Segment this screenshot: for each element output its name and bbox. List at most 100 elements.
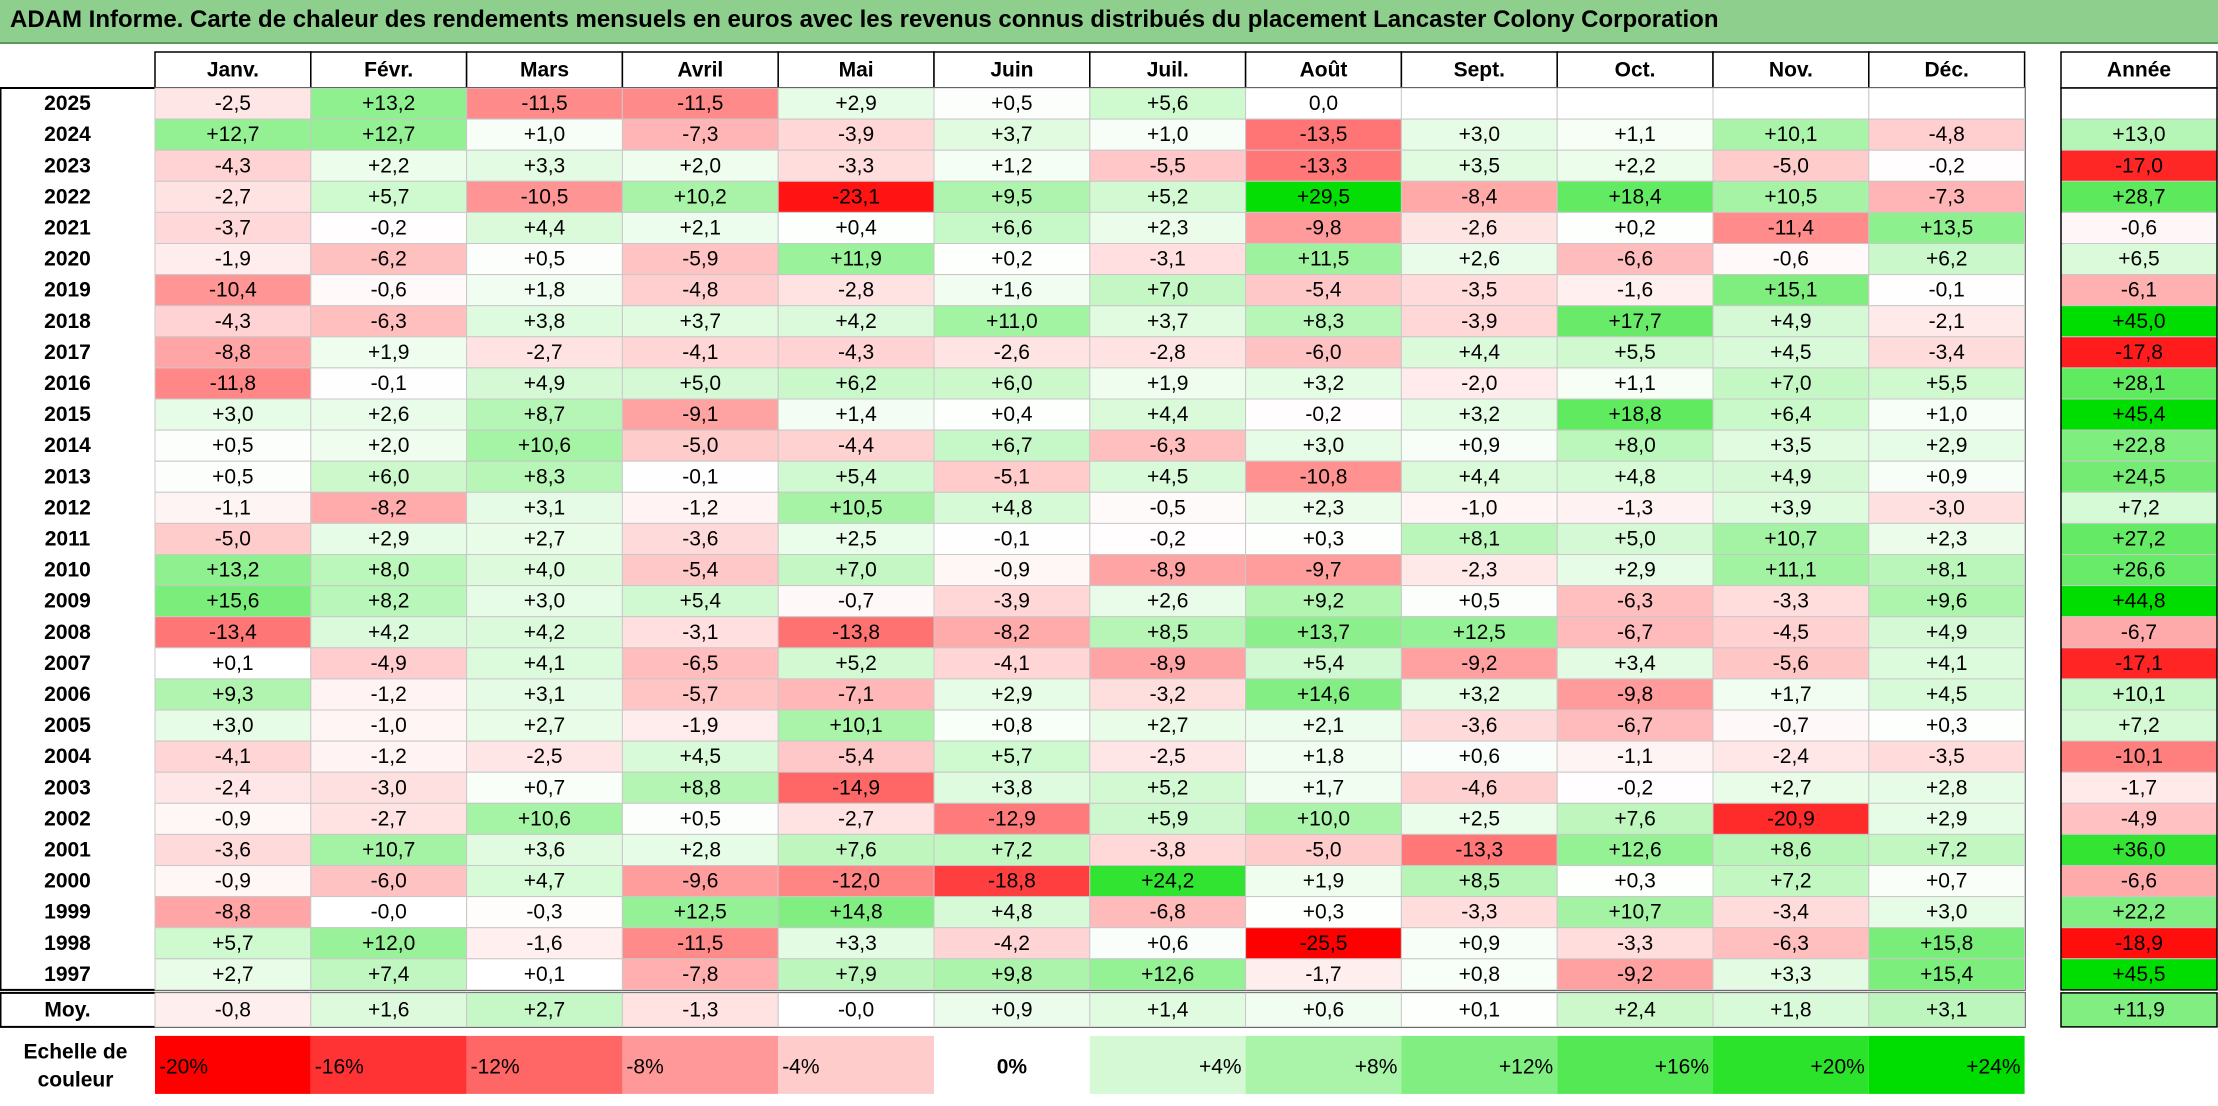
average-cell (1089, 992, 1247, 1028)
heatmap-cell (1400, 833, 1558, 867)
cell-value: +0,8 (991, 714, 1032, 737)
cell-value: +6,0 (368, 465, 409, 488)
cell-value: -8,2 (371, 496, 407, 519)
cell-value: -3,0 (371, 776, 407, 799)
annual-value: +10,1 (2112, 683, 2165, 706)
cell-value: -4,8 (682, 279, 718, 302)
heatmap-cell (1089, 180, 1247, 213)
cell-value: -5,9 (682, 248, 718, 271)
year-label: 2008 (44, 621, 91, 644)
cell-value: +8,8 (680, 776, 721, 799)
color-scale-stop: +16% (1655, 1055, 1709, 1078)
heatmap-cell (933, 274, 1091, 307)
average-cell (777, 992, 935, 1028)
cell-value: +8,5 (1147, 621, 1188, 644)
heatmap-cell (933, 958, 1091, 991)
heatmap-cell (1089, 833, 1247, 867)
average-cell (933, 992, 1091, 1028)
heatmap-cell (1245, 616, 1402, 649)
heatmap-cell (1089, 647, 1247, 680)
heatmap-cell (1245, 87, 1402, 120)
cell-value: +2,2 (1614, 154, 1655, 177)
heatmap-cell (621, 616, 779, 649)
cell-value: +0,3 (1303, 901, 1344, 924)
month-header: Mars (520, 59, 569, 82)
cell-value: +29,5 (1297, 185, 1350, 208)
cell-value: +5,4 (680, 590, 722, 613)
heatmap-cell (621, 740, 779, 773)
cell-value: +4,5 (1926, 683, 1967, 706)
cell-value: +3,5 (1459, 154, 1500, 177)
cell-value: +2,6 (1459, 248, 1500, 271)
cell-value: +2,5 (835, 527, 876, 550)
cell-value: +1,4 (835, 403, 877, 426)
heatmap-cell (1089, 336, 1247, 369)
cell-value: -9,6 (682, 870, 718, 893)
color-scale-stop: -8% (626, 1055, 663, 1078)
month-header: Nov. (1769, 59, 1813, 82)
cell-value: +4,9 (1770, 465, 1811, 488)
annual-value: +28,1 (2112, 372, 2165, 395)
cell-value: +1,1 (1614, 123, 1655, 146)
heatmap-cell (1245, 367, 1402, 400)
cell-value: -6,8 (1150, 901, 1186, 924)
cell-value: +2,3 (1926, 527, 1967, 550)
heatmap-cell (154, 243, 312, 276)
cell-value: +18,8 (1609, 403, 1662, 426)
cell-value: +4,2 (835, 310, 876, 333)
annual-value: +7,2 (2118, 714, 2159, 737)
annual-value: -4,9 (2121, 807, 2157, 830)
cell-value: +2,9 (368, 527, 409, 550)
average-cell (1712, 992, 1870, 1028)
heatmap-cell (1868, 491, 2026, 524)
heatmap-cell (1245, 460, 1402, 493)
heatmap-cell (621, 429, 779, 462)
heatmap-cell (466, 709, 623, 742)
heatmap-cell (621, 336, 779, 369)
heatmap-cell (777, 460, 935, 493)
cell-value: +14,8 (830, 901, 883, 924)
heatmap-cell (777, 87, 935, 120)
cell-value: -1,2 (682, 496, 718, 519)
heatmap-cell (1556, 647, 1714, 680)
cell-value: +4,8 (991, 496, 1032, 519)
heatmap-cell (1245, 305, 1402, 338)
heatmap-cell (1089, 927, 1247, 960)
cell-value: +3,0 (1926, 901, 1967, 924)
heatmap-cell (466, 585, 623, 618)
heatmap-cell (933, 429, 1091, 462)
color-scale-swatch (778, 1035, 934, 1094)
cell-value: +0,9 (1459, 932, 1500, 955)
year-label: 2024 (44, 123, 91, 146)
cell-value: +2,8 (680, 838, 721, 861)
heatmap-cell (1868, 180, 2026, 213)
cell-value: +9,8 (991, 963, 1032, 986)
heatmap-cell (1089, 616, 1247, 649)
month-header: Févr. (364, 59, 413, 82)
heatmap-cell (310, 211, 468, 244)
cell-value: -2,3 (1461, 559, 1497, 582)
heatmap-cell (1089, 585, 1247, 618)
heatmap-cell (1868, 336, 2026, 369)
cell-value: +0,5 (212, 434, 253, 457)
cell-value: -3,2 (1150, 683, 1186, 706)
heatmap-cell (1712, 554, 1870, 587)
cell-value: +7,9 (835, 963, 876, 986)
cell-value: +4,9 (1926, 621, 1967, 644)
cell-value: +13,7 (1297, 621, 1350, 644)
heatmap-cell (1712, 647, 1870, 680)
cell-value: -18,8 (988, 870, 1036, 893)
color-scale-stop: +12% (1499, 1055, 1553, 1078)
heatmap-cell (310, 709, 468, 742)
heatmap-cell (933, 180, 1091, 213)
heatmap-cell (621, 87, 779, 120)
heatmap-cell (1400, 398, 1558, 431)
heatmap-cell (1245, 429, 1402, 462)
cell-value: -0,3 (526, 901, 562, 924)
cell-value: -11,5 (677, 92, 723, 115)
cell-value: +3,1 (524, 683, 565, 706)
annual-value: +27,2 (2112, 527, 2165, 550)
color-scale-swatch (1089, 1035, 1246, 1094)
cell-value: +3,3 (835, 932, 876, 955)
annual-header-cell (2060, 51, 2218, 89)
